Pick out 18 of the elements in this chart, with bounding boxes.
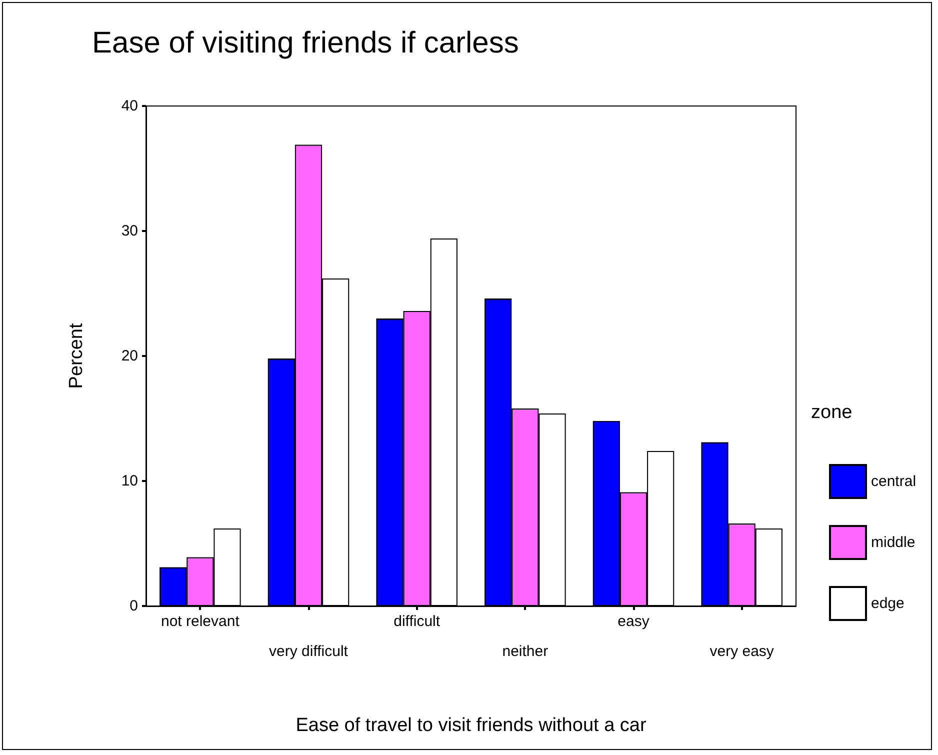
- x-axis-title: Ease of travel to visit friends without a car: [296, 715, 647, 736]
- x-tick-label: neither: [502, 643, 548, 660]
- y-tick-label: 20: [121, 348, 138, 364]
- y-tick-label: 40: [121, 98, 138, 114]
- x-tick-label: not relevant: [160, 613, 240, 630]
- legend-label: middle: [871, 534, 916, 551]
- x-tick-label: very easy: [710, 643, 774, 660]
- y-tick-label: 30: [121, 222, 138, 240]
- legend-title: zone: [811, 402, 852, 423]
- x-tick-label: very difficult: [269, 643, 349, 660]
- x-tick-label: easy: [618, 613, 650, 630]
- y-tick-label: 0: [130, 598, 138, 614]
- chart-title: Ease of visiting friends if carless: [92, 26, 519, 60]
- x-tick-label: difficult: [394, 613, 441, 630]
- y-axis-title: Percent: [66, 322, 87, 389]
- y-tick-label: 10: [121, 472, 138, 490]
- legend-label: central: [871, 473, 916, 490]
- legend-label: edge: [871, 595, 904, 612]
